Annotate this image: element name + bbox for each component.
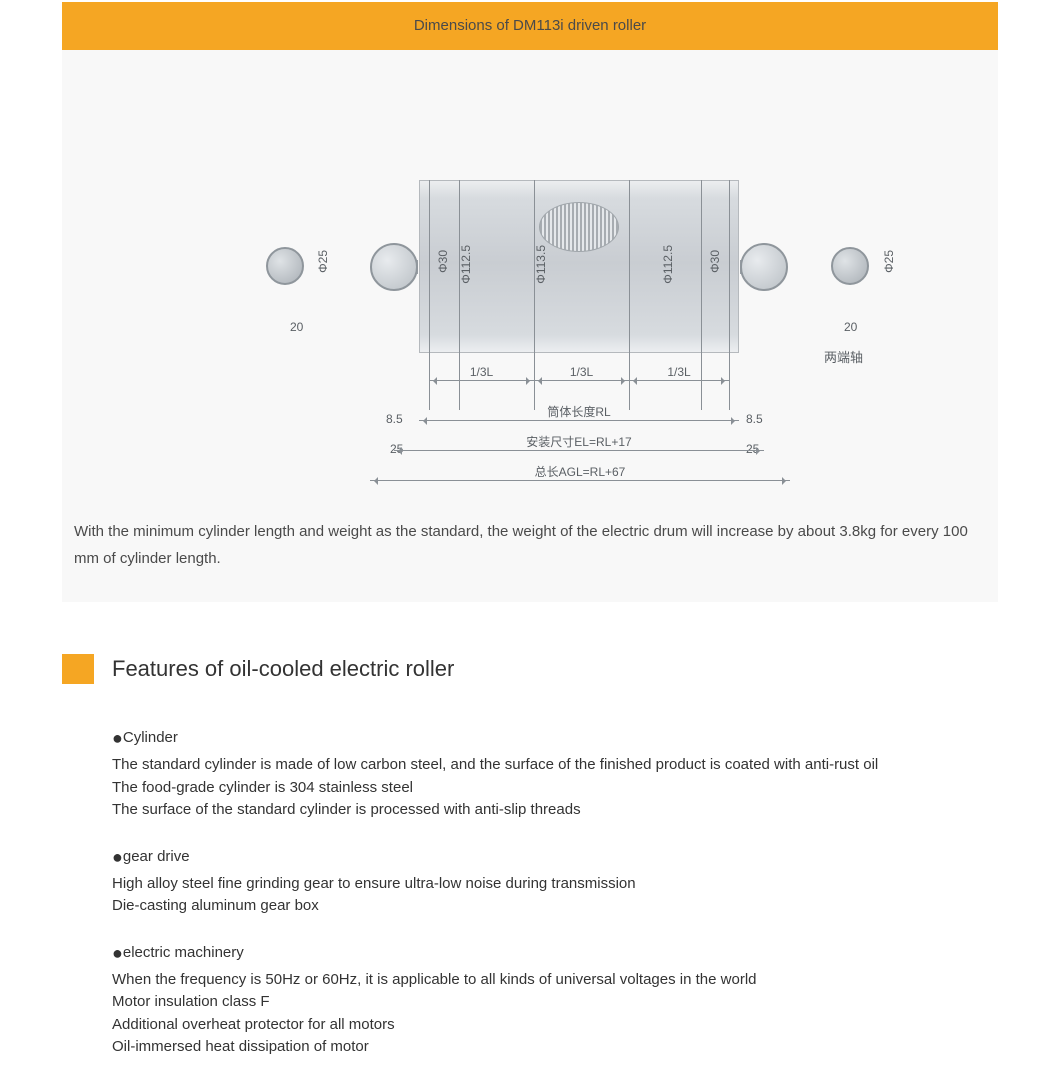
feature-line: Oil-immersed heat dissipation of motor bbox=[112, 1036, 998, 1059]
feature-group: ●electric machineryWhen the frequency is… bbox=[112, 940, 998, 1059]
feature-group: ●CylinderThe standard cylinder is made o… bbox=[112, 725, 998, 822]
dim-cap-gap-right: 8.5 bbox=[746, 410, 763, 428]
guide-line bbox=[729, 180, 730, 410]
feature-line: Die-casting aluminum gear box bbox=[112, 895, 998, 918]
feature-line: The surface of the standard cylinder is … bbox=[112, 799, 998, 822]
right-shaft-end-icon bbox=[831, 247, 869, 285]
nameplate-hatched-icon bbox=[539, 202, 619, 252]
feature-group: ●gear driveHigh alloy steel fine grindin… bbox=[112, 844, 998, 918]
guide-line bbox=[701, 180, 702, 410]
dim-end-face-left: Φ112.5 bbox=[457, 245, 475, 284]
bullet-icon: ● bbox=[112, 728, 123, 748]
dim-stub-right: 20 bbox=[844, 318, 857, 336]
header-title: Dimensions of DM113i driven roller bbox=[414, 15, 646, 38]
left-end-cap bbox=[370, 243, 418, 291]
dim-install: 安装尺寸EL=RL+17 bbox=[394, 450, 764, 451]
dim-end-face-right: Φ112.5 bbox=[659, 245, 677, 284]
right-end-cap bbox=[740, 243, 788, 291]
dim-body-length-label: 筒体长度RL bbox=[543, 405, 614, 419]
feature-heading-text: Cylinder bbox=[123, 729, 178, 746]
feature-heading: ●electric machinery bbox=[112, 940, 998, 967]
diagram-caption: With the minimum cylinder length and wei… bbox=[74, 518, 986, 572]
features-section: Features of oil-cooled electric roller ●… bbox=[62, 652, 998, 1059]
dim-inner-cap-right: Φ30 bbox=[706, 250, 724, 273]
guide-line bbox=[459, 180, 460, 410]
left-shaft-end-icon bbox=[266, 247, 304, 285]
side-note: 两端轴 bbox=[824, 348, 863, 368]
bullet-icon: ● bbox=[112, 847, 123, 867]
feature-line: The standard cylinder is made of low car… bbox=[112, 754, 998, 777]
dim-third-3-label: 1/3L bbox=[663, 365, 694, 379]
dim-third-1-label: 1/3L bbox=[466, 365, 497, 379]
feature-heading: ●gear drive bbox=[112, 844, 998, 871]
dim-shaft-end-left: Φ25 bbox=[314, 250, 332, 273]
feature-heading-text: electric machinery bbox=[123, 944, 244, 961]
feature-line: When the frequency is 50Hz or 60Hz, it i… bbox=[112, 969, 998, 992]
section-head: Features of oil-cooled electric roller bbox=[62, 652, 998, 685]
feature-line: High alloy steel fine grinding gear to e… bbox=[112, 873, 998, 896]
dim-overall: 总长AGL=RL+67 bbox=[370, 480, 790, 481]
dimensions-header: Dimensions of DM113i driven roller bbox=[62, 2, 998, 50]
dim-inner-cap-left: Φ30 bbox=[434, 250, 452, 273]
dim-stub-left: 20 bbox=[290, 318, 303, 336]
dim-third-3: 1/3L bbox=[629, 380, 729, 381]
diagram-panel: Φ25 Φ30 Φ112.5 Φ113.5 Φ112.5 Φ30 Φ25 20 … bbox=[62, 50, 998, 602]
dim-shaft-end-right: Φ25 bbox=[880, 250, 898, 273]
dim-third-2: 1/3L bbox=[534, 380, 629, 381]
roller-diagram: Φ25 Φ30 Φ112.5 Φ113.5 Φ112.5 Φ30 Φ25 20 … bbox=[74, 50, 986, 460]
dim-third-1: 1/3L bbox=[429, 380, 534, 381]
section-marker-icon bbox=[62, 654, 94, 684]
dim-overall-label: 总长AGL=RL+67 bbox=[531, 465, 630, 479]
dim-install-label: 安装尺寸EL=RL+17 bbox=[522, 435, 635, 449]
guide-line bbox=[629, 180, 630, 410]
feature-line: Additional overheat protector for all mo… bbox=[112, 1014, 998, 1037]
guide-line bbox=[429, 180, 430, 410]
feature-line: The food-grade cylinder is 304 stainless… bbox=[112, 777, 998, 800]
dim-body: Φ113.5 bbox=[532, 245, 550, 284]
feature-heading-text: gear drive bbox=[123, 848, 190, 865]
feature-heading: ●Cylinder bbox=[112, 725, 998, 752]
section-title: Features of oil-cooled electric roller bbox=[112, 652, 454, 685]
bullet-icon: ● bbox=[112, 943, 123, 963]
dim-body-length: 筒体长度RL bbox=[419, 420, 739, 421]
dim-third-2-label: 1/3L bbox=[566, 365, 597, 379]
guide-line bbox=[534, 180, 535, 410]
dim-cap-gap-left: 8.5 bbox=[386, 410, 403, 428]
feature-line: Motor insulation class F bbox=[112, 991, 998, 1014]
